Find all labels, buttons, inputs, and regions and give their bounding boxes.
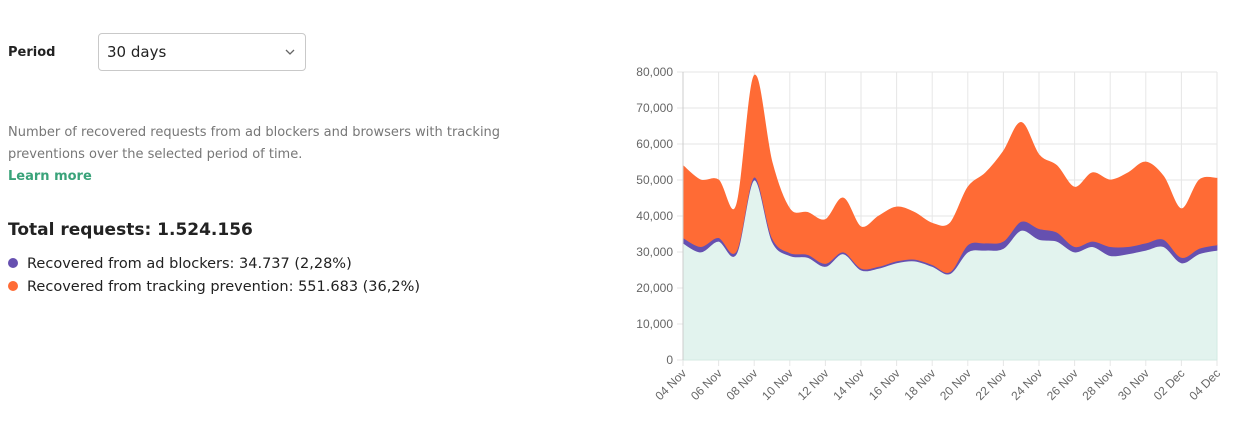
y-tick-label: 0 <box>666 353 673 367</box>
chevron <box>285 49 295 55</box>
period-select[interactable]: 30 days <box>98 33 306 71</box>
x-tick-label: 02 Dec <box>1151 366 1188 403</box>
x-tick-label: 22 Nov <box>973 366 1010 403</box>
x-tick-label: 04 Dec <box>1186 366 1223 403</box>
y-tick-label: 30,000 <box>636 245 673 259</box>
area <box>682 75 1218 273</box>
legend-text: Recovered from tracking prevention: 551.… <box>27 279 421 295</box>
x-tick-label: 28 Nov <box>1080 366 1117 403</box>
legend-dot <box>8 258 18 268</box>
x-tick-label: 06 Nov <box>688 366 725 403</box>
x-tick-label: 30 Nov <box>1115 366 1152 403</box>
x-tick-label: 20 Nov <box>937 366 974 403</box>
legend-item: Recovered from ad blockers: 34.737 (2,28… <box>8 256 352 272</box>
y-tick-label: 60,000 <box>636 137 673 151</box>
y-tick-label: 70,000 <box>636 101 673 115</box>
legend-item: Recovered from tracking prevention: 551.… <box>8 279 420 295</box>
description: Number of recovered requests from ad blo… <box>8 125 501 140</box>
x-tick-label: 14 Nov <box>830 366 867 403</box>
period-value: 30 days <box>107 43 167 61</box>
x-tick-label: 26 Nov <box>1044 366 1081 403</box>
x-tick-label: 18 Nov <box>902 366 939 403</box>
period-label: Period <box>8 45 56 60</box>
x-tick-label: 24 Nov <box>1008 366 1045 403</box>
x-tick-label: 16 Nov <box>866 366 903 403</box>
legend-dot <box>8 281 18 291</box>
description: preventions over the selected period of … <box>8 147 303 162</box>
y-tick-label: 80,000 <box>636 65 673 79</box>
y-tick-label: 10,000 <box>636 317 673 331</box>
learn-more-link[interactable]: Learn more <box>8 169 92 184</box>
x-tick-label: 08 Nov <box>724 366 761 403</box>
x-tick-label: 04 Nov <box>652 366 689 403</box>
x-tick-label: 10 Nov <box>759 366 796 403</box>
y-tick-label: 40,000 <box>636 209 673 223</box>
y-tick-label: 50,000 <box>636 173 673 187</box>
y-tick-label: 20,000 <box>636 281 673 295</box>
total-requests: Total requests: 1.524.156 <box>8 220 253 240</box>
x-tick-label: 12 Nov <box>795 366 832 403</box>
legend-text: Recovered from ad blockers: 34.737 (2,28… <box>27 256 352 272</box>
